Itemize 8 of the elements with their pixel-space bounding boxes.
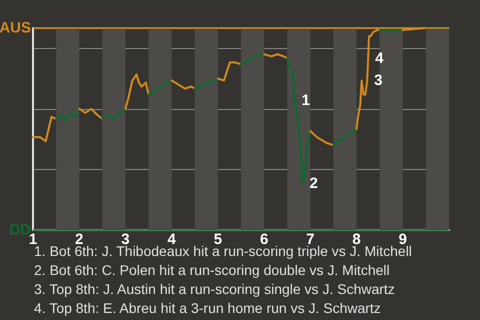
annotation: 1 bbox=[302, 92, 310, 110]
annotation: 2 bbox=[309, 175, 318, 192]
annotation: 3 bbox=[374, 72, 383, 90]
text: 2. Bot 6th: C. Polen hit a run-scoring double vs J. Mitchell bbox=[34, 262, 390, 278]
ref-line-label: AUS bbox=[0, 20, 31, 36]
text: 4. Top 8th: E. Abreu hit a 3-run home run vs J. Schwartz bbox=[34, 300, 381, 316]
annotation: 4 bbox=[375, 50, 384, 67]
text: 3. Top 8th: J. Austin hit a run-scoring single vs J. Schwartz bbox=[34, 281, 395, 297]
